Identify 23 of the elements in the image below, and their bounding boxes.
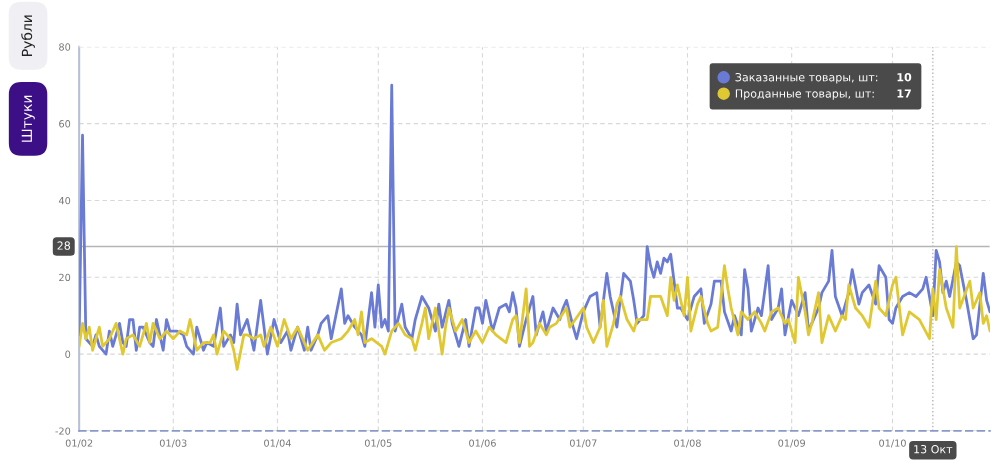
x-tick-label: 01/08 — [674, 439, 701, 448]
legend-label: Проданные товары, шт: — [735, 89, 874, 100]
text: Штуки — [21, 95, 35, 142]
y-tick-label: 80 — [59, 43, 71, 51]
x-tick-label: 01/07 — [569, 439, 597, 448]
annotation: 17 — [897, 89, 911, 98]
x-tick-label: 01/04 — [264, 439, 291, 448]
x-tick-label: 01/09 — [778, 439, 806, 448]
ref-line-label: 28 — [57, 241, 71, 250]
y-tick-label: -20 — [55, 427, 71, 435]
legend-label: Заказанные товары, шт: — [735, 72, 878, 84]
y-tick-label: 0 — [65, 350, 71, 358]
x-tick-label: 01/02 — [65, 439, 93, 448]
x-tick-label: 01/10 — [879, 439, 906, 448]
x-tick-label: 01/05 — [364, 439, 392, 448]
x-tick-label: 01/03 — [159, 439, 187, 448]
y-tick-label: 20 — [59, 273, 71, 282]
y-tick-label: 60 — [59, 120, 71, 128]
ref-line-label: 13 Окт — [914, 444, 953, 454]
x-tick-label: 01/06 — [469, 439, 496, 448]
y-tick-label: 40 — [58, 196, 71, 205]
text: Рубли — [21, 15, 35, 56]
annotation: 10 — [897, 72, 912, 82]
